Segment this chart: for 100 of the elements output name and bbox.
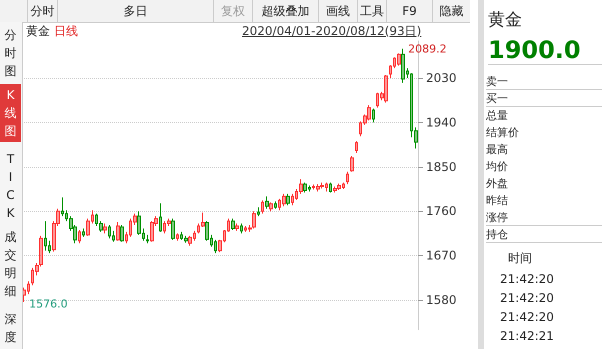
candlestick	[248, 224, 252, 232]
text: TICK	[5, 151, 16, 222]
text: 复权	[221, 2, 245, 20]
candlestick	[210, 234, 213, 248]
candlestick	[44, 220, 47, 252]
candlestick	[397, 52, 401, 66]
text: 卖一	[486, 74, 602, 90]
candlestick	[218, 239, 222, 253]
candlestick	[261, 200, 264, 214]
candlestick	[291, 193, 294, 206]
text: 外盘	[486, 176, 509, 191]
text: 分时	[30, 2, 54, 20]
text: 超级叠加	[262, 2, 310, 20]
candlestick	[244, 226, 247, 232]
candlestick	[129, 218, 132, 238]
text: 多日	[122, 2, 148, 20]
text: F9	[402, 4, 417, 18]
text: 黄金	[488, 9, 522, 31]
candlestick	[150, 220, 154, 242]
candlestick	[274, 200, 277, 210]
candlestick	[320, 182, 324, 190]
candlestick	[342, 182, 345, 190]
candlestick	[269, 202, 273, 212]
text: 持仓	[486, 227, 602, 243]
candlestick	[167, 218, 171, 226]
candlestick	[176, 232, 179, 242]
candlestick	[303, 182, 307, 193]
annotation: 1576.0	[29, 297, 68, 310]
candlestick	[312, 184, 315, 190]
candlestick	[231, 218, 235, 230]
candlestick	[95, 213, 98, 226]
text: 昨结	[486, 193, 509, 208]
candlestick	[355, 140, 358, 154]
candlestick	[201, 212, 205, 228]
candlestick	[346, 171, 349, 185]
candlestick	[316, 184, 320, 192]
candlestick	[103, 223, 107, 234]
candlestick	[73, 224, 77, 244]
text: 最高	[486, 142, 509, 157]
candlestick	[359, 120, 362, 137]
candlestick	[333, 186, 337, 193]
text: 21:42:20	[500, 310, 554, 324]
candlestick	[133, 213, 137, 226]
text: 1900.0	[488, 36, 602, 65]
candlestick	[120, 224, 124, 242]
text: 成交明细	[4, 229, 18, 300]
candlestick	[188, 235, 192, 246]
text: 结算价	[486, 125, 520, 140]
candlestick	[163, 220, 166, 234]
annotation: 2089.2	[408, 42, 447, 56]
candlestick	[240, 223, 243, 234]
candlestick	[180, 231, 183, 240]
candlestick	[31, 267, 34, 286]
candlestick	[350, 155, 354, 172]
candlestick	[393, 56, 396, 69]
candlestick	[295, 188, 298, 200]
candlestick	[278, 198, 281, 211]
candlestick	[184, 235, 188, 244]
candlestick	[376, 92, 379, 108]
candlestick	[112, 230, 115, 242]
candlestick	[282, 193, 286, 207]
candlestick	[257, 206, 260, 217]
candlestick	[125, 231, 128, 244]
y-tick-label: 1850	[426, 160, 457, 174]
candlestick	[380, 91, 384, 101]
candlestick	[99, 220, 103, 232]
y-tick-label: 1760	[426, 204, 457, 218]
candlestick	[193, 230, 196, 242]
text: 画线	[326, 2, 350, 20]
candlestick	[171, 218, 175, 240]
text: 总量	[486, 108, 509, 123]
text: 21:42:20	[500, 272, 554, 286]
candlestick	[223, 229, 226, 243]
candlestick	[367, 104, 371, 121]
candlestick	[299, 178, 303, 194]
text: 隐藏	[440, 2, 464, 20]
chart-title: 黄金	[26, 24, 50, 38]
text: 深度	[4, 311, 18, 346]
candlestick	[401, 48, 405, 84]
text: 时间	[508, 250, 532, 267]
candlestick	[142, 228, 145, 242]
text: 涨停	[486, 210, 602, 226]
candlestick	[329, 182, 332, 193]
candlestick	[372, 108, 375, 123]
candlestick	[325, 182, 328, 192]
text: K线图	[0, 86, 21, 140]
candlestick	[384, 74, 388, 104]
candlestick	[116, 222, 120, 242]
y-tick-label: 1670	[426, 248, 457, 263]
candlestick	[205, 220, 209, 242]
candlestick	[214, 239, 217, 254]
text: 21:42:21	[500, 329, 554, 343]
candlestick	[337, 183, 341, 190]
candlestick	[363, 114, 367, 126]
text: 分时图	[4, 27, 18, 80]
candlestick	[154, 216, 158, 226]
y-tick-label: 1580	[426, 293, 457, 307]
candlestick	[414, 126, 418, 150]
candlestick	[39, 235, 43, 267]
candlestick	[235, 223, 239, 232]
